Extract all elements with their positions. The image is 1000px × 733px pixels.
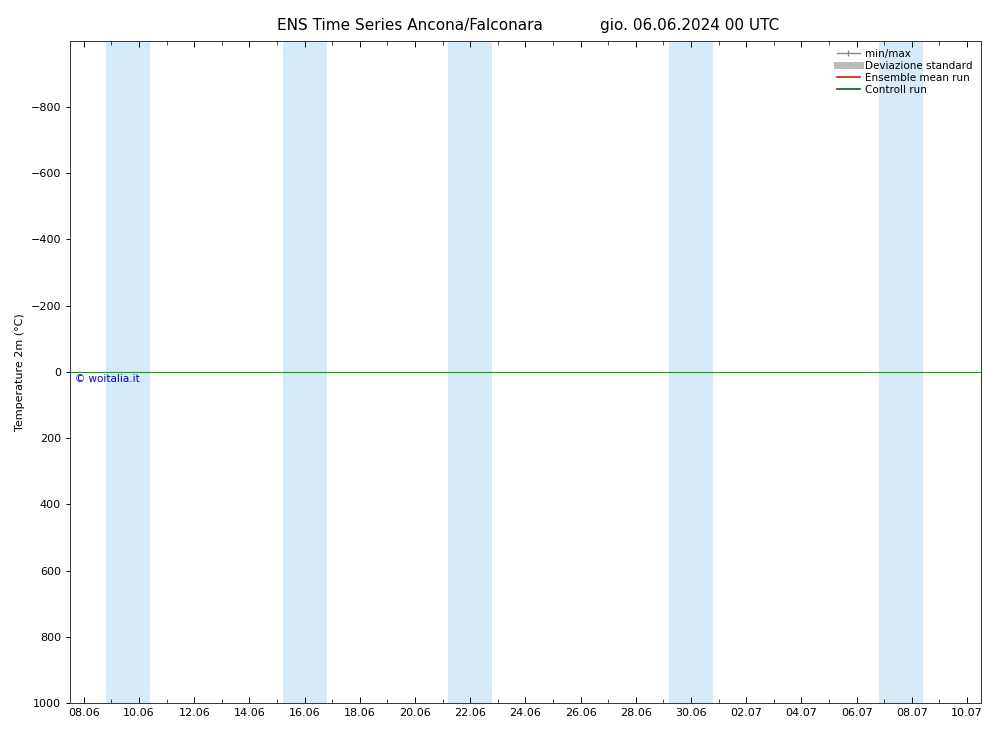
Bar: [448, 40, 492, 703]
Text: ENS Time Series Ancona/Falconara: ENS Time Series Ancona/Falconara: [277, 18, 543, 33]
Bar: [879, 40, 923, 703]
Bar: [106, 40, 150, 703]
Y-axis label: Temperature 2m (°C): Temperature 2m (°C): [15, 313, 25, 431]
Text: gio. 06.06.2024 00 UTC: gio. 06.06.2024 00 UTC: [600, 18, 780, 33]
Bar: [283, 40, 327, 703]
Bar: [669, 40, 713, 703]
Legend: min/max, Deviazione standard, Ensemble mean run, Controll run: min/max, Deviazione standard, Ensemble m…: [834, 46, 976, 98]
Text: © woitalia.it: © woitalia.it: [75, 374, 139, 384]
